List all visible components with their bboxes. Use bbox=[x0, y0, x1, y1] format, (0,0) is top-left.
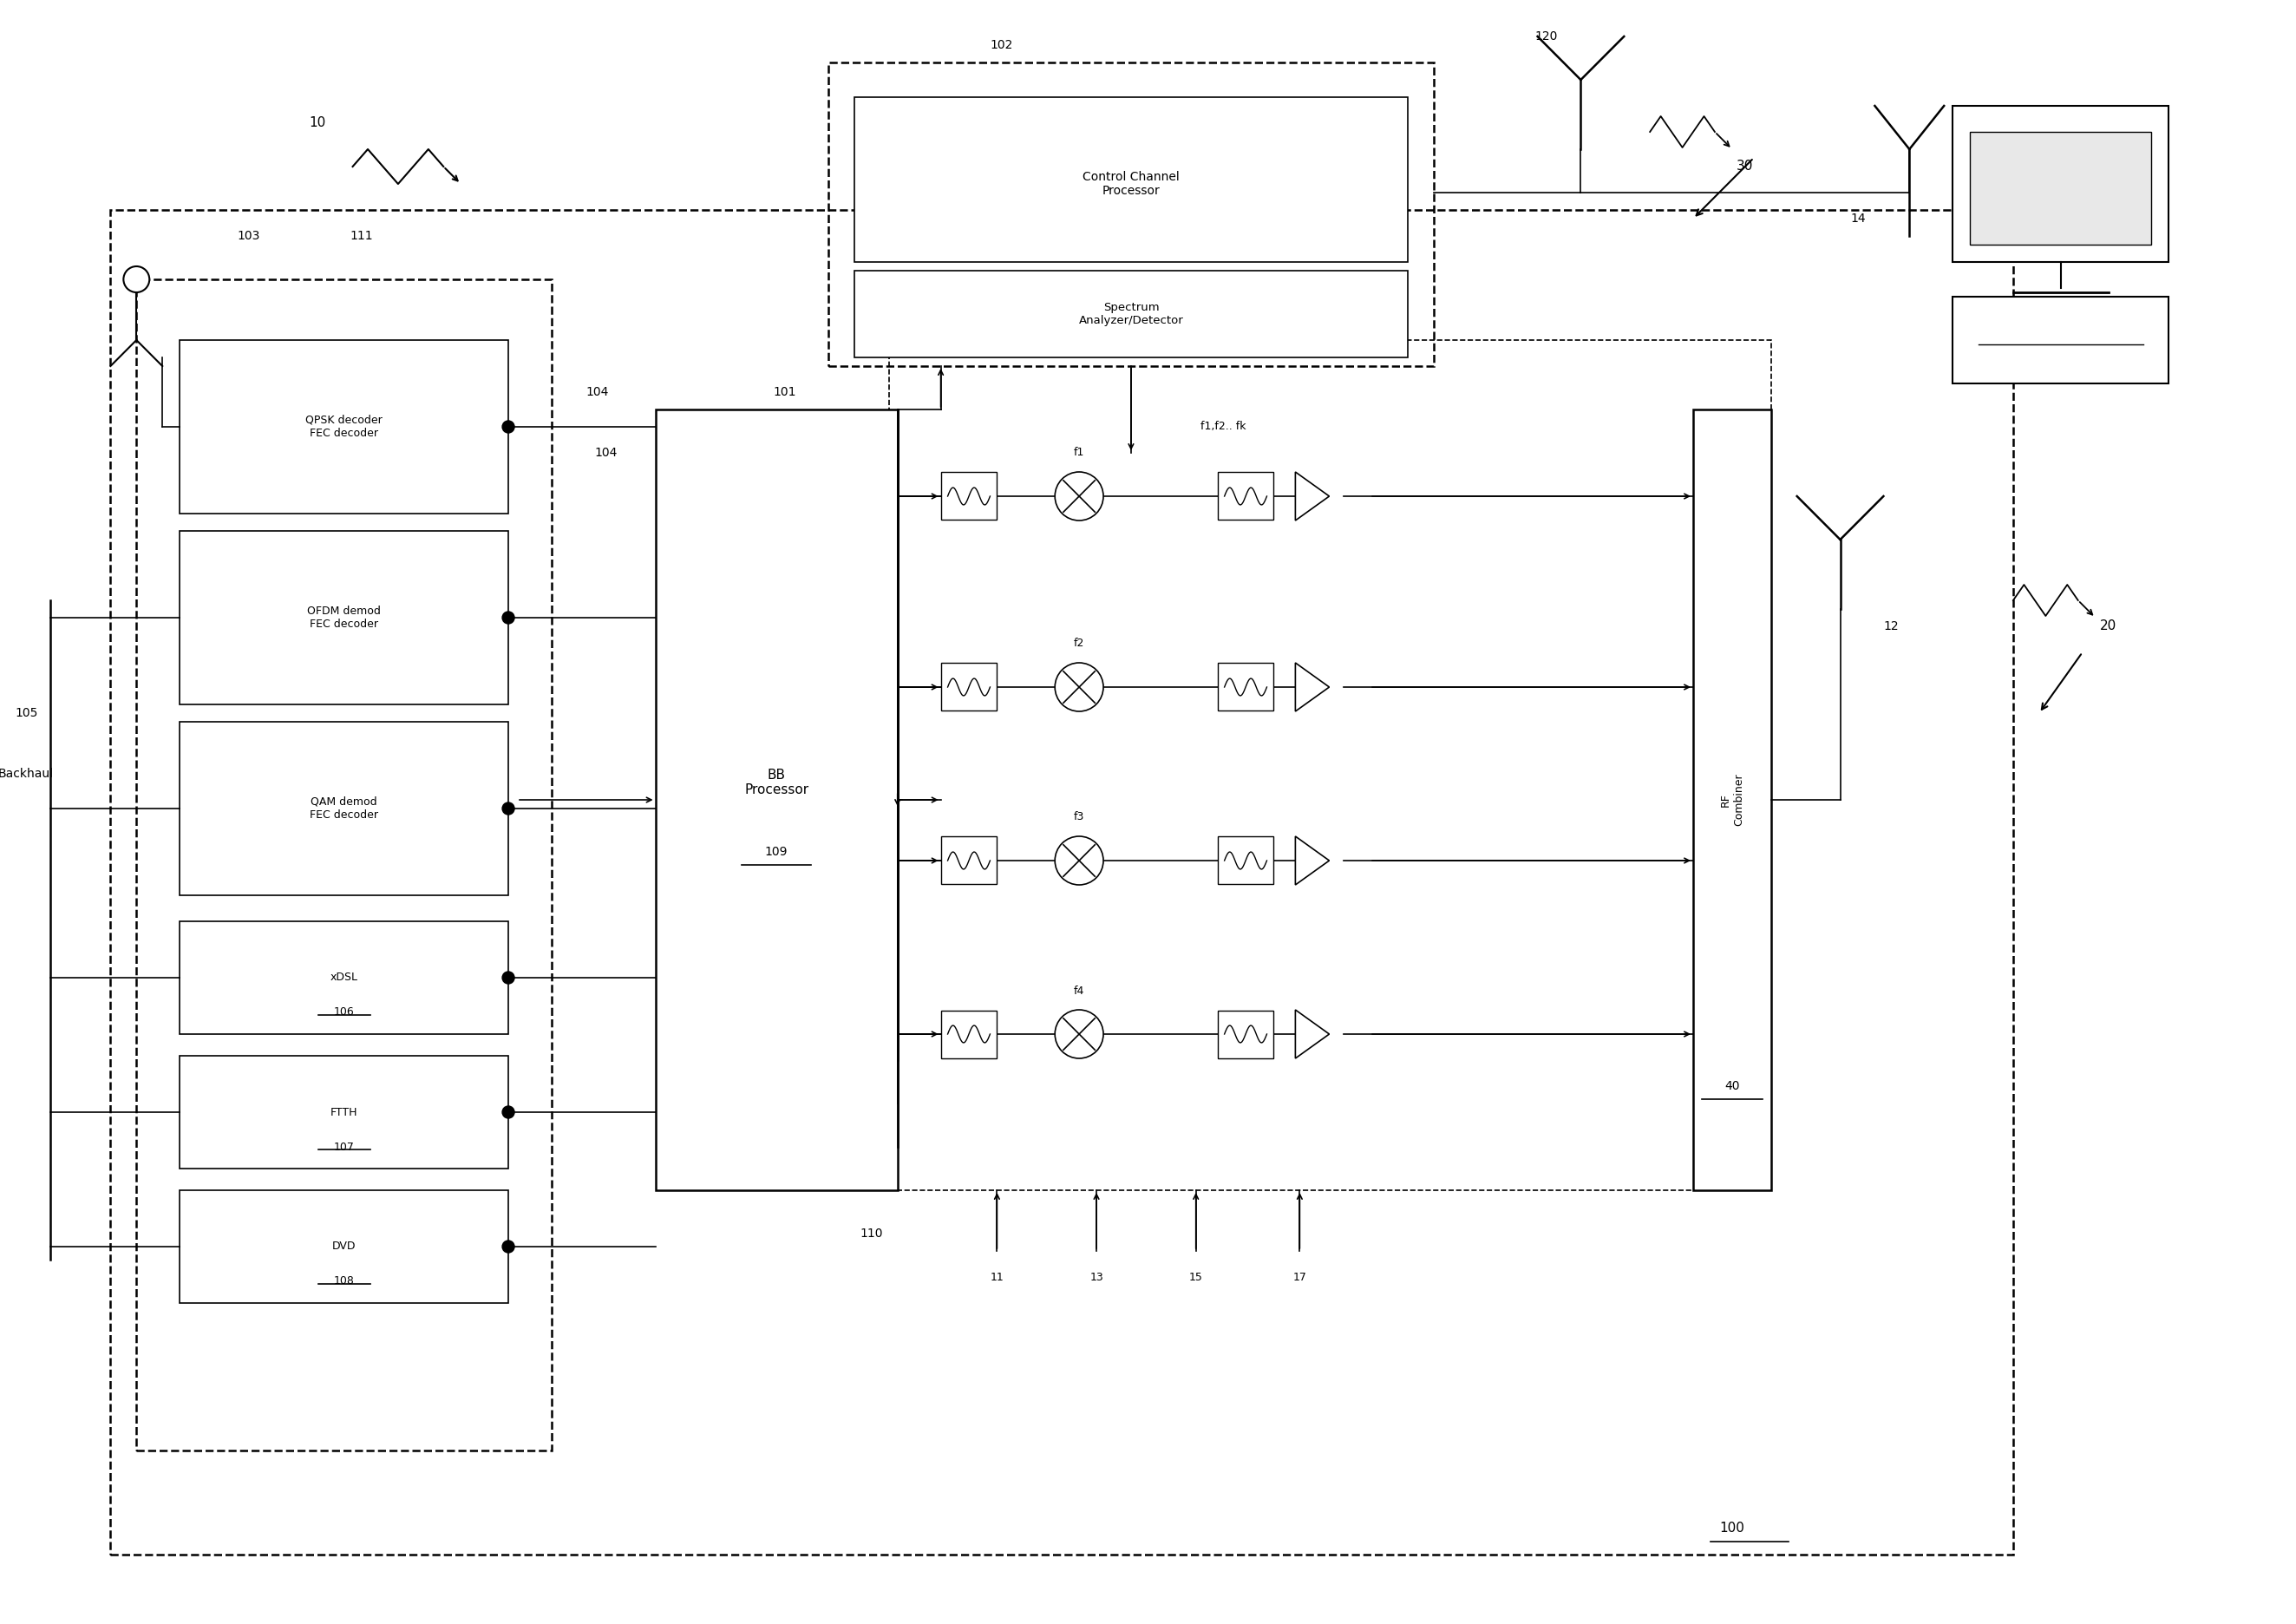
Bar bbox=[941, 663, 996, 711]
Bar bbox=[654, 409, 898, 1190]
Bar bbox=[889, 339, 1770, 1190]
Circle shape bbox=[503, 1241, 514, 1252]
Text: 107: 107 bbox=[333, 1142, 354, 1153]
Text: 13: 13 bbox=[1091, 1272, 1104, 1283]
Text: DVD: DVD bbox=[333, 1241, 356, 1252]
Bar bbox=[1952, 106, 2170, 261]
Text: Control Channel
Processor: Control Channel Processor bbox=[1084, 171, 1180, 197]
Text: 100: 100 bbox=[1720, 1522, 1745, 1535]
Text: 14: 14 bbox=[1851, 213, 1867, 224]
Circle shape bbox=[124, 266, 149, 292]
Text: 17: 17 bbox=[1293, 1272, 1306, 1283]
Text: QAM demod
FEC decoder: QAM demod FEC decoder bbox=[310, 796, 379, 820]
Circle shape bbox=[1054, 473, 1104, 521]
Circle shape bbox=[503, 612, 514, 624]
Bar bbox=[854, 97, 1407, 261]
Text: FTTH: FTTH bbox=[331, 1106, 358, 1117]
Bar bbox=[179, 531, 507, 705]
Circle shape bbox=[503, 421, 514, 434]
Text: 104: 104 bbox=[595, 447, 618, 460]
Text: 106: 106 bbox=[333, 1007, 354, 1018]
Text: 108: 108 bbox=[333, 1276, 354, 1286]
Text: QPSK decoder
FEC decoder: QPSK decoder FEC decoder bbox=[305, 414, 383, 438]
Text: 40: 40 bbox=[1724, 1080, 1740, 1093]
Bar bbox=[1217, 836, 1274, 885]
Text: 12: 12 bbox=[1883, 620, 1899, 632]
Bar bbox=[1217, 663, 1274, 711]
Text: f2: f2 bbox=[1075, 638, 1084, 650]
Bar bbox=[1952, 297, 2170, 383]
Bar bbox=[179, 1056, 507, 1169]
Bar bbox=[1692, 409, 1770, 1190]
Text: Backhaul: Backhaul bbox=[0, 768, 53, 780]
Text: 101: 101 bbox=[774, 387, 797, 398]
Circle shape bbox=[1054, 663, 1104, 711]
Text: 104: 104 bbox=[585, 387, 608, 398]
Text: 120: 120 bbox=[1534, 31, 1557, 42]
Bar bbox=[179, 339, 507, 513]
Polygon shape bbox=[1295, 836, 1329, 885]
Bar bbox=[1970, 132, 2151, 245]
Text: 105: 105 bbox=[16, 706, 39, 719]
Circle shape bbox=[503, 971, 514, 984]
Circle shape bbox=[503, 1106, 514, 1119]
Circle shape bbox=[1054, 1010, 1104, 1059]
Text: f3: f3 bbox=[1075, 812, 1084, 823]
Bar bbox=[179, 1190, 507, 1302]
Bar bbox=[941, 1010, 996, 1057]
Text: 110: 110 bbox=[861, 1228, 884, 1239]
Text: BB
Processor: BB Processor bbox=[744, 768, 808, 796]
Bar bbox=[941, 836, 996, 885]
Text: 10: 10 bbox=[310, 117, 326, 130]
Text: RF
Combiner: RF Combiner bbox=[1720, 773, 1745, 827]
Text: f4: f4 bbox=[1075, 986, 1084, 997]
Text: 102: 102 bbox=[990, 39, 1013, 52]
Text: 103: 103 bbox=[236, 231, 259, 242]
Text: 15: 15 bbox=[1189, 1272, 1203, 1283]
Text: f1: f1 bbox=[1075, 447, 1084, 458]
Text: Spectrum
Analyzer/Detector: Spectrum Analyzer/Detector bbox=[1079, 302, 1182, 326]
Circle shape bbox=[503, 802, 514, 815]
Text: 30: 30 bbox=[1736, 161, 1754, 174]
Bar bbox=[941, 473, 996, 520]
Bar bbox=[829, 62, 1433, 365]
Text: 111: 111 bbox=[349, 231, 372, 242]
Text: 20: 20 bbox=[2099, 620, 2117, 633]
Bar bbox=[179, 921, 507, 1034]
Text: f1,f2.. fk: f1,f2.. fk bbox=[1201, 421, 1247, 432]
Circle shape bbox=[1054, 836, 1104, 885]
Bar bbox=[1217, 1010, 1274, 1057]
Polygon shape bbox=[1295, 1010, 1329, 1059]
Text: OFDM demod
FEC decoder: OFDM demod FEC decoder bbox=[308, 606, 381, 630]
Text: xDSL: xDSL bbox=[331, 973, 358, 984]
Text: 11: 11 bbox=[990, 1272, 1003, 1283]
Text: 109: 109 bbox=[765, 846, 788, 857]
Bar bbox=[110, 209, 2014, 1554]
Bar bbox=[135, 279, 551, 1450]
Bar bbox=[1217, 473, 1274, 520]
Bar bbox=[179, 721, 507, 895]
Polygon shape bbox=[1295, 473, 1329, 521]
Bar bbox=[854, 271, 1407, 357]
Polygon shape bbox=[1295, 663, 1329, 711]
